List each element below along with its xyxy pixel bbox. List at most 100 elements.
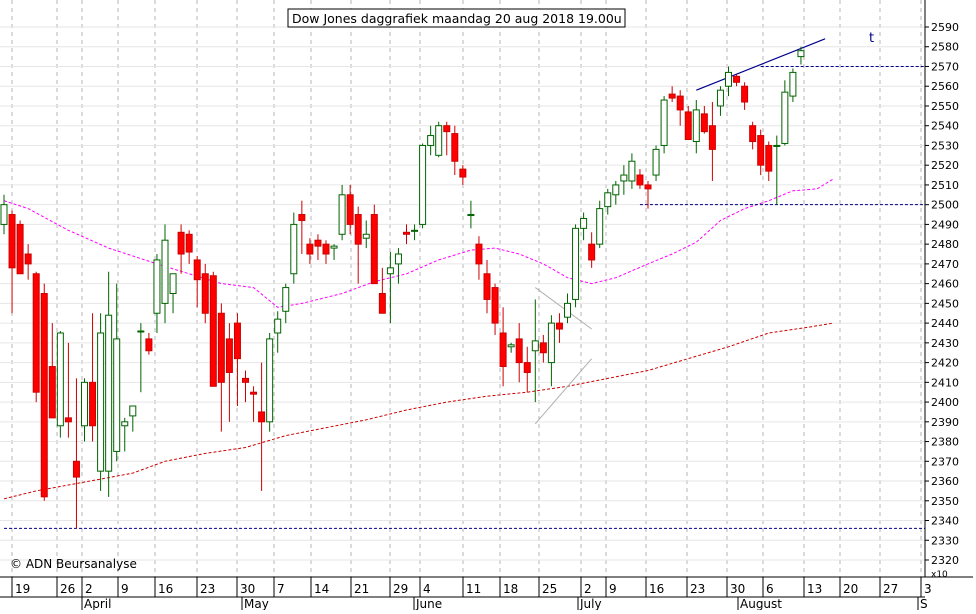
candle-body bbox=[177, 231, 185, 255]
candle-body bbox=[781, 91, 789, 144]
candle bbox=[652, 145, 660, 181]
candle-body bbox=[539, 342, 547, 354]
x-tick-label: 25 bbox=[542, 582, 557, 596]
candle-body bbox=[250, 391, 258, 395]
candle bbox=[274, 311, 282, 353]
candle bbox=[177, 224, 185, 274]
y-tick-label: 2410 bbox=[931, 376, 959, 389]
candle-body bbox=[217, 312, 225, 383]
overlays bbox=[3, 38, 925, 529]
candle-body bbox=[564, 302, 571, 318]
x-tick-label: 29 bbox=[393, 582, 408, 596]
x-tick-label: 20 bbox=[843, 582, 858, 596]
candle bbox=[700, 105, 708, 134]
candle bbox=[330, 244, 338, 260]
candle bbox=[523, 346, 531, 393]
candle-body bbox=[475, 243, 483, 265]
candle-body bbox=[403, 231, 410, 235]
trendline bbox=[696, 38, 826, 91]
candle bbox=[427, 125, 435, 156]
candle-body bbox=[81, 381, 88, 427]
candle bbox=[16, 220, 24, 275]
x-tick-label: 18 bbox=[503, 582, 518, 596]
candle-body bbox=[459, 168, 467, 178]
candle bbox=[32, 271, 40, 403]
candle-body bbox=[676, 95, 684, 111]
candle-body bbox=[242, 377, 249, 383]
month-label: S bbox=[920, 597, 928, 610]
candle-body bbox=[185, 233, 193, 253]
y-tick-label: 2360 bbox=[931, 475, 959, 488]
candle bbox=[507, 342, 515, 353]
candle-body bbox=[507, 344, 515, 348]
month-label: April bbox=[84, 597, 111, 610]
candle-body bbox=[547, 322, 555, 364]
y-tick-label: 2590 bbox=[931, 21, 959, 34]
candle bbox=[716, 86, 724, 116]
x-tick-label: 2 bbox=[85, 582, 93, 596]
candle-body bbox=[636, 174, 644, 186]
candle-body bbox=[48, 366, 56, 419]
candle-body bbox=[435, 125, 443, 156]
candle bbox=[789, 68, 797, 103]
candle-body bbox=[451, 133, 459, 162]
x-tick-label: 7 bbox=[277, 582, 285, 596]
y-tick-label: 2400 bbox=[931, 396, 959, 409]
candle-body bbox=[153, 259, 161, 314]
copyright-label: © ADN Beursanalyse bbox=[10, 557, 137, 571]
candle-body bbox=[684, 111, 692, 141]
candle-body bbox=[314, 239, 322, 247]
candle-body bbox=[105, 314, 113, 472]
candle bbox=[105, 271, 113, 497]
candle bbox=[97, 313, 105, 491]
candle bbox=[145, 332, 153, 355]
candle bbox=[692, 100, 700, 154]
candle-body bbox=[572, 227, 580, 300]
candle-body bbox=[64, 417, 72, 423]
month-label: July bbox=[579, 597, 602, 610]
candle-body bbox=[531, 340, 539, 352]
candle bbox=[225, 323, 233, 422]
candle-body bbox=[193, 259, 201, 281]
month-label: May bbox=[244, 597, 269, 610]
candle bbox=[72, 378, 80, 529]
x-tick-label: 9 bbox=[609, 582, 617, 596]
candle-body bbox=[523, 362, 531, 373]
candle bbox=[684, 105, 692, 141]
candle-body bbox=[797, 50, 805, 58]
candle-body bbox=[209, 275, 217, 387]
candle bbox=[604, 188, 612, 215]
candle-body bbox=[137, 330, 145, 333]
candle-body bbox=[491, 287, 499, 324]
candle-body bbox=[145, 338, 153, 352]
candle bbox=[56, 331, 64, 438]
x-tick-label: 23 bbox=[200, 582, 215, 596]
candle-body bbox=[330, 245, 338, 249]
candle-body bbox=[620, 174, 628, 182]
candle-body bbox=[692, 109, 700, 142]
x-tick-label: 2 bbox=[584, 582, 592, 596]
candle-body bbox=[555, 322, 563, 330]
x-tick-label: 21 bbox=[354, 582, 369, 596]
candle-body bbox=[322, 243, 330, 255]
x-tick-label: 9 bbox=[121, 582, 129, 596]
candle-body bbox=[225, 338, 233, 373]
x-tick-label: 30 bbox=[240, 582, 255, 596]
y-tick-label: 2560 bbox=[931, 80, 959, 93]
y-tick-label: 2320 bbox=[931, 554, 959, 567]
candle-body bbox=[8, 214, 16, 269]
candle-body bbox=[700, 113, 708, 133]
candle bbox=[346, 184, 354, 235]
candle-body bbox=[708, 125, 716, 150]
candle-body bbox=[386, 267, 394, 275]
candle bbox=[40, 283, 48, 501]
candle bbox=[491, 283, 499, 335]
candle-body bbox=[97, 332, 105, 472]
candle-body bbox=[282, 287, 290, 312]
candle bbox=[781, 80, 789, 146]
candle bbox=[459, 165, 467, 185]
y-tick-label: 2490 bbox=[931, 218, 959, 231]
chart-title-box bbox=[287, 8, 626, 28]
candle-body bbox=[394, 253, 402, 265]
